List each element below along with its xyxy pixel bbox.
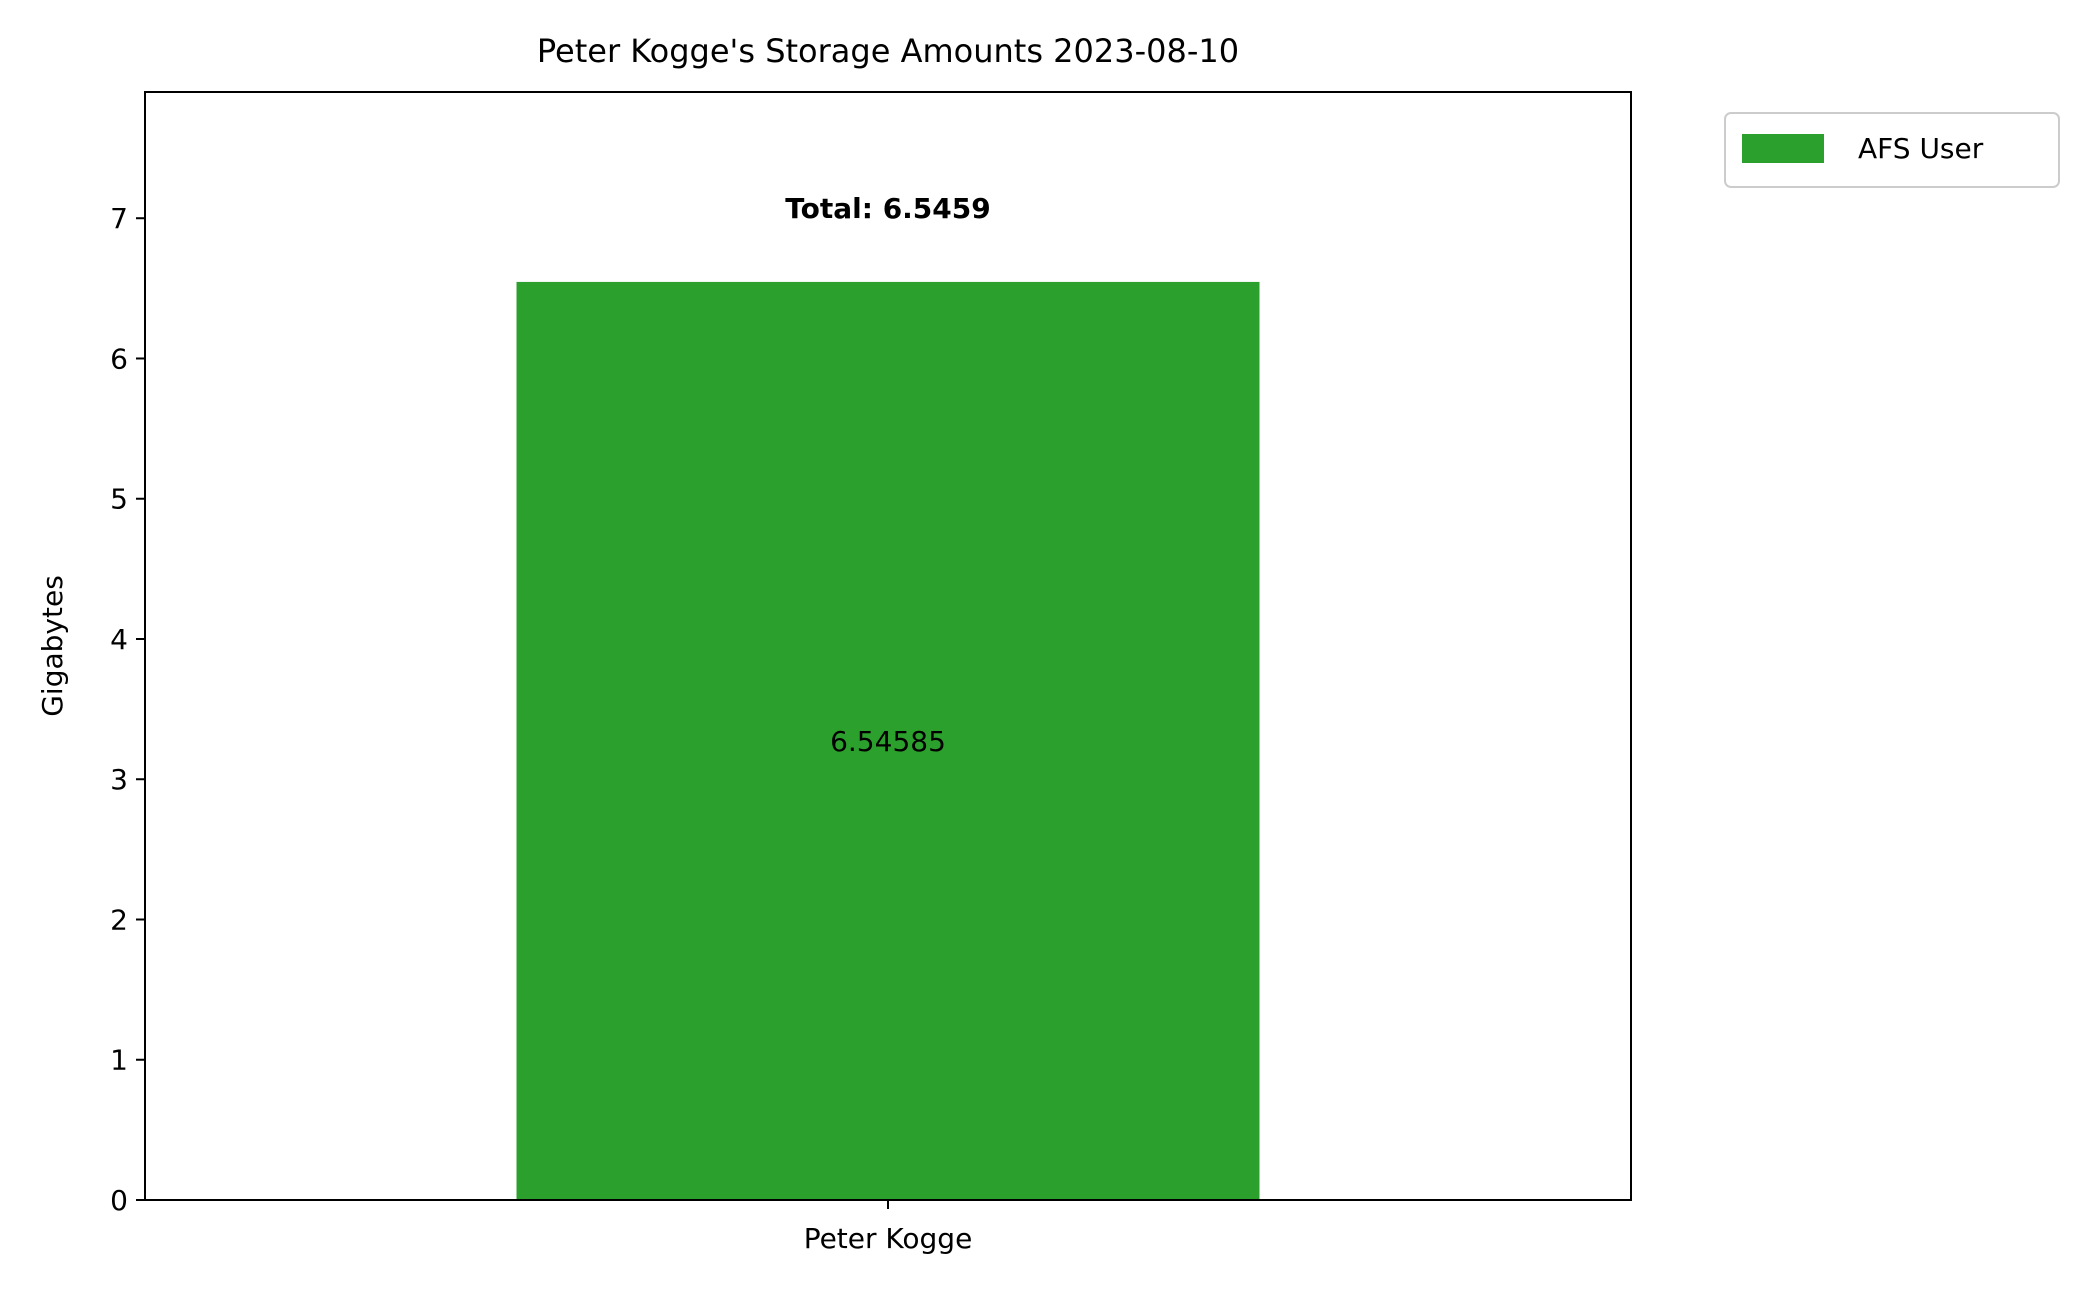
x-tick-label: Peter Kogge: [804, 1222, 973, 1255]
y-tick-label: 0: [110, 1184, 128, 1217]
bar-labels: 6.54585: [830, 725, 946, 758]
y-tick-label: 2: [110, 903, 128, 936]
y-tick-label: 3: [110, 763, 128, 796]
x-axis-ticks: Peter Kogge: [804, 1200, 973, 1255]
chart-title: Peter Kogge's Storage Amounts 2023-08-10: [537, 32, 1239, 70]
y-tick-label: 5: [110, 483, 128, 516]
y-tick-label: 1: [110, 1044, 128, 1077]
legend-swatch-afs-user: [1742, 134, 1824, 163]
legend-label-afs-user: AFS User: [1858, 132, 1984, 165]
legend-frame: [1724, 112, 2060, 188]
legend: AFS User: [1724, 112, 2060, 188]
bar-afs-user: [516, 281, 1260, 1200]
total-labels: Total: 6.5459: [785, 192, 991, 225]
plot-area-frame: [144, 91, 1632, 1201]
bar-value-label: 6.54585: [830, 725, 946, 758]
total-label: Total: 6.5459: [785, 192, 991, 225]
y-tick-label: 7: [110, 202, 128, 235]
y-tick-label: 4: [110, 623, 128, 656]
y-tick-label: 6: [110, 342, 128, 375]
y-axis-label: Gigabytes: [36, 575, 69, 717]
y-axis-ticks: 0 1 2 3 4 5 6 7: [110, 202, 145, 1217]
bars: [516, 281, 1260, 1200]
